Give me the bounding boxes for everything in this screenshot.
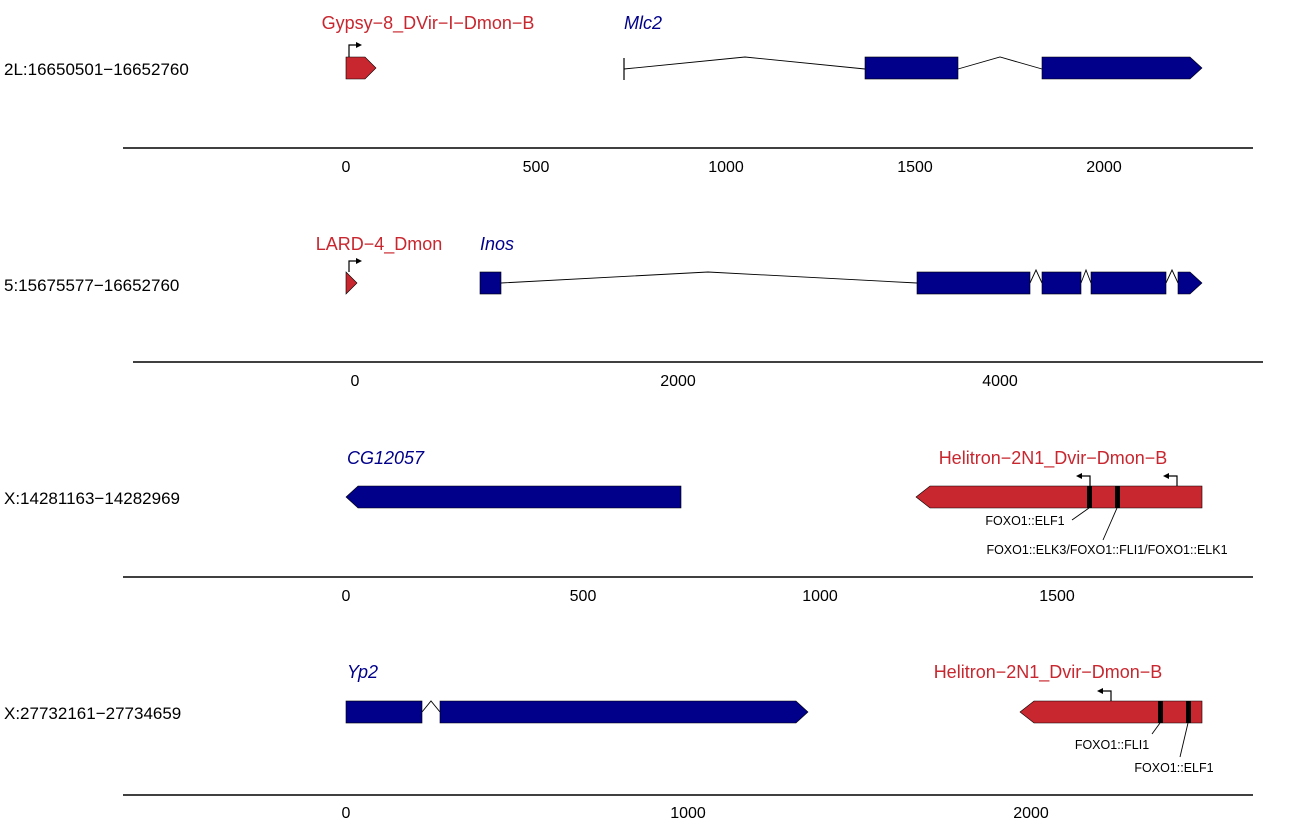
- region-label: 2L:16650501−16652760: [4, 60, 189, 79]
- tick-label: 500: [570, 588, 597, 605]
- tick-label: 1000: [670, 805, 706, 822]
- tick-label: 1500: [1039, 588, 1075, 605]
- te-block: [345, 56, 377, 80]
- tick-label: 1500: [897, 159, 933, 176]
- intron: [623, 56, 866, 70]
- intron: [421, 700, 441, 713]
- intron: [1029, 268, 1043, 284]
- tss-arrow-head: [1163, 473, 1169, 479]
- motif-label: FOXO1::FLI1: [1075, 738, 1149, 752]
- exon-block: [439, 700, 809, 724]
- tick-label: 0: [342, 805, 351, 822]
- motif-label: FOXO1::ELK3/FOXO1::FLI1/FOXO1::ELK1: [986, 543, 1227, 557]
- tss-arrow: [1079, 475, 1091, 486]
- panel-4: X:27732161−27734659 Yp2 Helitron−2N1_Dvi…: [4, 662, 1253, 822]
- tick-label: 4000: [982, 373, 1018, 390]
- intron: [500, 271, 918, 284]
- region-label: X:27732161−27734659: [4, 704, 181, 723]
- motif-leader: [1071, 507, 1090, 521]
- motif-mark: [1115, 486, 1120, 508]
- te-label: LARD−4_Dmon: [316, 234, 443, 255]
- region-label: 5:15675577−16652760: [4, 276, 179, 295]
- intron: [957, 56, 1043, 70]
- tick-label: 2000: [660, 373, 696, 390]
- motif-label: FOXO1::ELF1: [985, 514, 1064, 528]
- exon-block: [916, 271, 1031, 295]
- gene-block: [345, 485, 682, 509]
- motif-label: FOXO1::ELF1: [1134, 761, 1213, 775]
- tss-arrow: [1100, 690, 1112, 701]
- tss-arrow: [1166, 475, 1178, 486]
- motif-mark: [1158, 701, 1163, 723]
- gene-label: Inos: [480, 234, 514, 254]
- exon-block: [1041, 56, 1203, 80]
- panel-2: 5:15675577−16652760 LARD−4_Dmon Inos 0 2…: [4, 234, 1263, 390]
- region-label: X:14281163−14282969: [4, 489, 180, 508]
- tick-label: 500: [523, 159, 550, 176]
- te-label: Gypsy−8_DVir−I−Dmon−B: [322, 13, 535, 34]
- tick-label: 1000: [708, 159, 744, 176]
- te-block: [345, 271, 358, 295]
- motif-leader: [1151, 722, 1161, 735]
- exon-block: [479, 271, 502, 295]
- te-block: [915, 485, 1203, 509]
- gene-label: CG12057: [347, 448, 425, 468]
- tick-label: 0: [342, 159, 351, 176]
- gene-label: Yp2: [347, 662, 378, 682]
- intron: [1165, 268, 1179, 284]
- motif-leader: [1179, 722, 1189, 758]
- tss-arrow-head: [356, 42, 362, 48]
- motif-mark: [1087, 486, 1092, 508]
- intron: [1080, 268, 1092, 284]
- panel-1: 2L:16650501−16652760 Gypsy−8_DVir−I−Dmon…: [4, 13, 1253, 176]
- exon-block: [1090, 271, 1167, 295]
- tick-label: 0: [342, 588, 351, 605]
- tick-label: 0: [351, 373, 360, 390]
- exon-block: [1041, 271, 1082, 295]
- te-block: [1019, 700, 1203, 724]
- tss-arrow-head: [356, 258, 362, 264]
- tick-label: 2000: [1013, 805, 1049, 822]
- motif-leader: [1102, 507, 1118, 541]
- motif-mark: [1186, 701, 1191, 723]
- tss-arrow-head: [1097, 688, 1103, 694]
- exon-block: [345, 700, 423, 724]
- exon-block: [864, 56, 959, 80]
- tick-label: 1000: [802, 588, 838, 605]
- tick-label: 2000: [1086, 159, 1122, 176]
- te-label: Helitron−2N1_Dvir−Dmon−B: [939, 448, 1168, 469]
- exon-block: [1177, 271, 1203, 295]
- panel-3: X:14281163−14282969 CG12057 Helitron−2N1…: [4, 448, 1253, 605]
- tss-arrow-head: [1076, 473, 1082, 479]
- gene-label: Mlc2: [624, 13, 662, 33]
- te-label: Helitron−2N1_Dvir−Dmon−B: [934, 662, 1163, 683]
